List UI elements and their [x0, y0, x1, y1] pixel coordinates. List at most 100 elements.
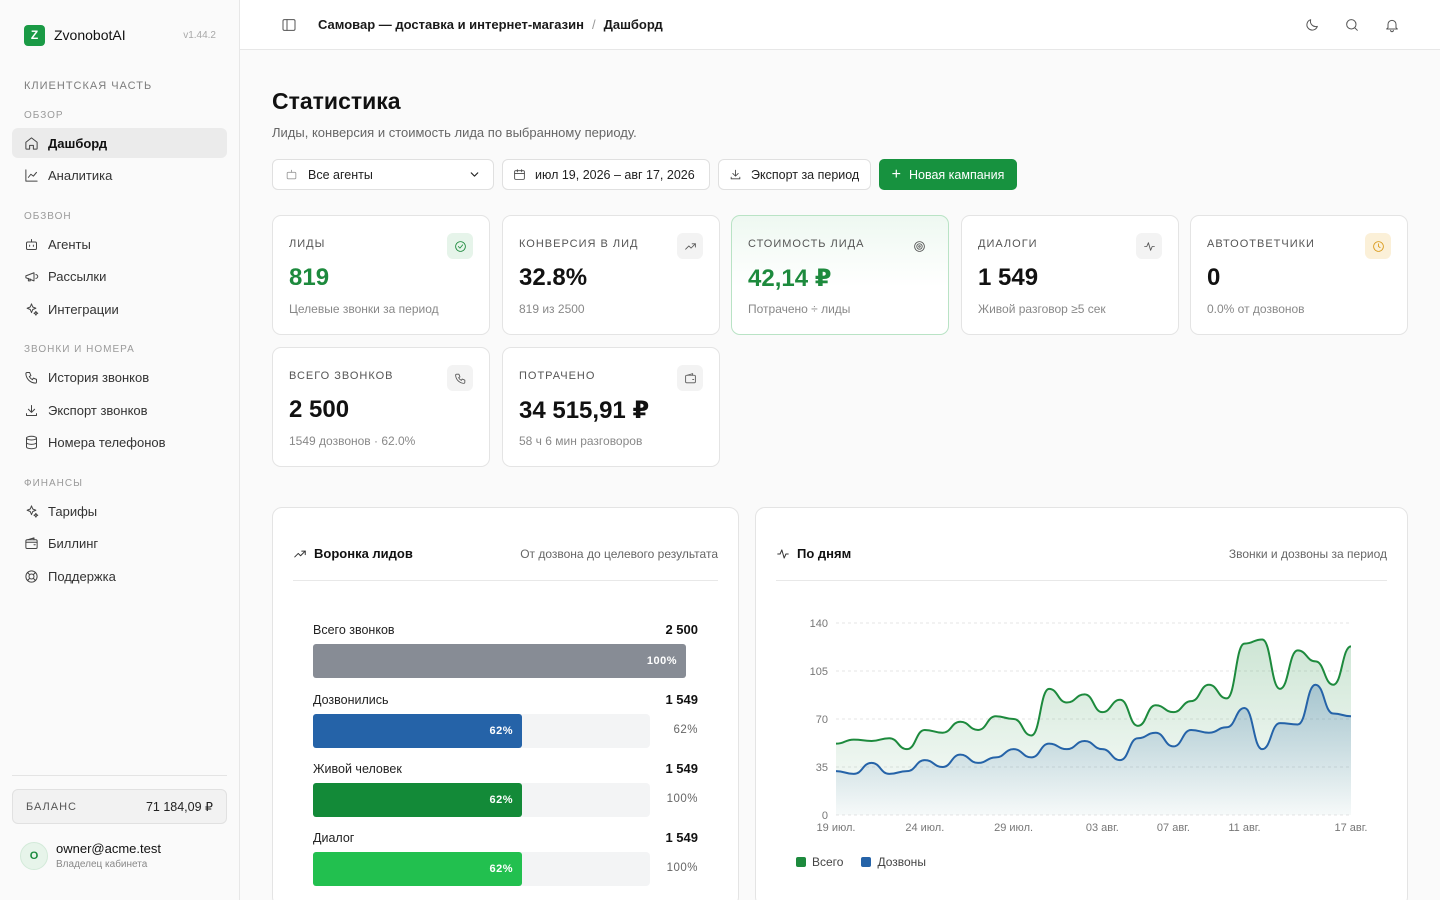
sidebar-item-mailings[interactable]: Рассылки [12, 261, 227, 291]
check-circle-icon [447, 233, 473, 259]
metric-card-dialogs[interactable]: ДИАЛОГИ 1 549 Живой разговор ≥5 сек [961, 215, 1179, 335]
sidebar-item-label: Дашборд [48, 135, 108, 151]
chart-line-icon [25, 168, 38, 182]
main-content: Статистика Лиды, конверсия и стоимость л… [240, 51, 1440, 900]
sidebar-item-analytics[interactable]: Аналитика [12, 160, 227, 190]
series-line-0[interactable] [835, 638, 1352, 751]
y-tick-label: 0 [822, 810, 828, 822]
series-area-1 [836, 684, 1351, 815]
user-role: Владелец кабинета [56, 859, 148, 870]
metric-note: 0.0% от дозвонов [1207, 302, 1305, 316]
metric-label: СТОИМОСТЬ ЛИДА [748, 238, 865, 250]
sidebar-item-support[interactable]: Поддержка [12, 561, 227, 591]
sidebar-item-label: Экспорт звонков [48, 402, 148, 418]
metric-label: АВТООТВЕТЧИКИ [1207, 238, 1315, 250]
brand-name: ZvonobotAI [54, 27, 126, 43]
calendar-icon [514, 169, 525, 180]
metric-note: Целевые звонки за период [289, 302, 439, 316]
sidebar-item-label: Тарифы [48, 503, 98, 519]
search-icon[interactable] [1344, 17, 1360, 33]
balance-value: 71 184,09 ₽ [145, 800, 213, 814]
balance-box[interactable]: БАЛАНС 71 184,09 ₽ [12, 789, 227, 824]
sidebar-item-label: Агенты [48, 236, 91, 252]
sidebar-item-phone-numbers[interactable]: Номера телефонов [12, 427, 227, 457]
new-campaign-label: Новая кампания [909, 167, 1005, 182]
metric-label: ЛИДЫ [289, 238, 326, 250]
panel-header [293, 508, 718, 581]
metric-card-conversion[interactable]: КОНВЕРСИЯ В ЛИД 32.8% 819 из 2500 [502, 215, 720, 335]
metric-card-lead-cost[interactable]: СТОИМОСТЬ ЛИДА 42,14 ₽ Потрачено ÷ лиды [731, 215, 949, 335]
daily-chart: 0 35 70 105 140 19 июл. 24 июл. 29 июл. 03 авг. 0… [810, 618, 1368, 834]
phone-icon [447, 365, 473, 391]
sidebar-item-label: Рассылки [48, 268, 107, 284]
sidebar-toggle-icon[interactable] [281, 17, 297, 33]
activity-icon [1136, 233, 1162, 259]
breadcrumb-project[interactable]: Самовар — доставка и интернет-магазин [318, 17, 584, 32]
theme-moon-icon[interactable] [1304, 17, 1320, 33]
sidebar-item-call-export[interactable]: Экспорт звонков [12, 395, 227, 425]
metric-card-spent[interactable]: ПОТРАЧЕНО 34 515,91 ₽ 58 ч 6 мин разгово… [502, 347, 720, 467]
sidebar-item-billing[interactable]: Биллинг [12, 528, 227, 558]
series-line-1[interactable] [835, 683, 1352, 775]
x-tick-label: 17 авг. [1335, 822, 1368, 834]
user-profile[interactable]: O owner@acme.test Владелец кабинета [20, 841, 161, 870]
sidebar-item-integrations[interactable]: Интеграции [12, 294, 227, 324]
page-title: Статистика [272, 88, 401, 114]
legend-item-connected[interactable]: Дозвоны [861, 855, 926, 869]
chart-legend: Всего Дозвоны [796, 855, 926, 869]
bell-icon[interactable] [1384, 17, 1400, 33]
y-tick-label: 35 [816, 762, 828, 774]
legend-item-total[interactable]: Всего [796, 855, 843, 869]
sidebar-section-title: КЛИЕНТСКАЯ ЧАСТЬ [24, 80, 153, 92]
x-tick-label: 19 июл. [817, 822, 856, 834]
metric-label: ПОТРАЧЕНО [519, 370, 596, 382]
funnel-title-text: Воронка лидов [314, 546, 413, 561]
sidebar-item-dashboard[interactable]: Дашборд [12, 128, 227, 158]
page-subtitle: Лиды, конверсия и стоимость лида по выбр… [272, 125, 637, 140]
funnel-bar: 100% [313, 644, 686, 678]
metric-card-total-calls[interactable]: ВСЕГО ЗВОНКОВ 2 500 1549 дозвонов · 62.0… [272, 347, 490, 467]
funnel-row-label: Живой человек [313, 762, 402, 776]
sidebar-item-label: Поддержка [48, 568, 116, 584]
sparkles-icon [26, 504, 39, 518]
brand[interactable]: Z ZvonobotAI v1.44.2 [24, 24, 216, 46]
trending-up-icon [677, 233, 703, 259]
date-range-picker[interactable]: июл 19, 2026 – авг 17, 2026 [502, 159, 710, 190]
breadcrumb: Самовар — доставка и интернет-магазин / … [318, 17, 663, 32]
funnel-bar-track: 62% [313, 783, 650, 817]
sidebar-item-call-history[interactable]: История звонков [12, 362, 227, 392]
wallet-icon [25, 536, 38, 549]
funnel-row-percent: 100% [666, 862, 698, 874]
export-period-button[interactable]: Экспорт за период [718, 159, 871, 190]
date-range-value: июл 19, 2026 – авг 17, 2026 [535, 167, 695, 182]
megaphone-icon [25, 271, 39, 281]
wallet-icon [677, 365, 703, 391]
metric-note: 1549 дозвонов · 62.0% [289, 434, 416, 448]
sidebar-item-tariffs[interactable]: Тарифы [12, 496, 227, 526]
sidebar-item-agents[interactable]: Агенты [12, 229, 227, 259]
funnel-bar: 62% [313, 852, 522, 886]
metric-value: 2 500 [289, 396, 350, 423]
metric-card-answering-machines[interactable]: АВТООТВЕТЧИКИ 0 0.0% от дозвонов [1190, 215, 1408, 335]
metric-value: 34 515,91 ₽ [519, 397, 650, 424]
chevron-down-icon [470, 172, 479, 177]
funnel-row-label: Диалог [313, 831, 355, 845]
daily-title-text: По дням [797, 546, 852, 561]
metric-note: 819 из 2500 [519, 302, 585, 316]
funnel-panel: Воронка лидов От дозвона до целевого рез… [272, 507, 739, 900]
new-campaign-button[interactable]: + Новая кампания [879, 159, 1017, 190]
metric-note: 58 ч 6 мин разговоров [519, 434, 643, 448]
funnel-row-label: Всего звонков [313, 623, 395, 637]
breadcrumb-separator: / [591, 17, 596, 32]
metric-value: 32.8% [519, 264, 588, 291]
metric-value: 819 [289, 264, 330, 291]
funnel-description: От дозвона до целевого результата [520, 547, 718, 561]
phone-icon [25, 371, 37, 384]
daily-title: По дням [776, 546, 851, 561]
metric-label: ВСЕГО ЗВОНКОВ [289, 370, 394, 382]
brand-logo: Z [24, 24, 45, 46]
metric-card-leads[interactable]: ЛИДЫ 819 Целевые звонки за период [272, 215, 490, 335]
x-tick-label: 03 авг. [1086, 822, 1119, 834]
agent-select[interactable]: Все агенты [272, 159, 494, 190]
trending-up-icon [294, 550, 306, 557]
